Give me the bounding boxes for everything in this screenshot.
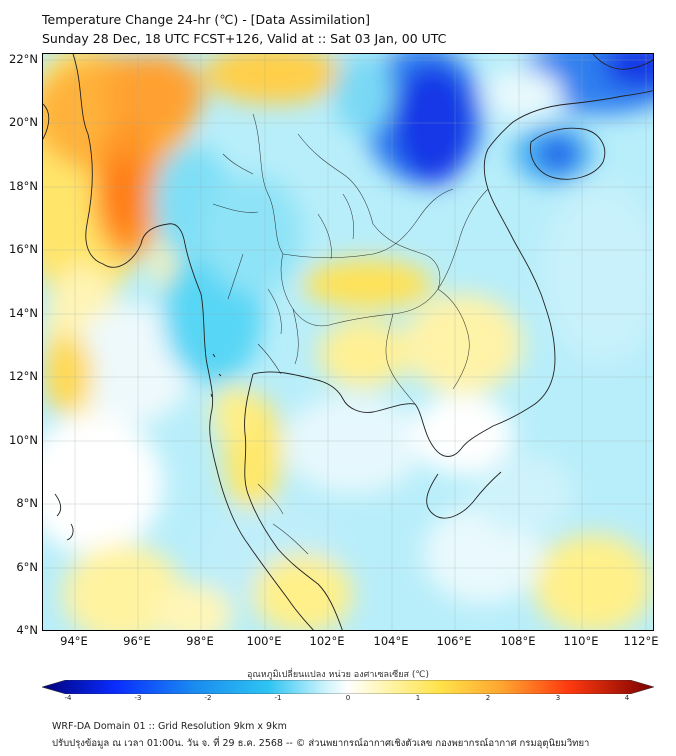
lon-label: 104°E (373, 634, 409, 648)
lon-label: 98°E (186, 634, 214, 648)
colorbar-tick: -1 (274, 694, 282, 702)
lon-label: 102°E (309, 634, 345, 648)
borders (212, 113, 489, 555)
temperature-change-map (42, 53, 654, 631)
lat-label: 8°N (16, 496, 38, 510)
colorbar-tick: 3 (555, 694, 561, 702)
colorbar-tick: -4 (64, 694, 72, 702)
colorbar-tick: 0 (345, 694, 351, 702)
lat-label: 10°N (9, 433, 38, 447)
lon-label: 112°E (623, 634, 659, 648)
lat-label: 14°N (9, 306, 38, 320)
map-svg (43, 54, 653, 630)
lat-label: 22°N (9, 52, 38, 66)
lon-label: 96°E (123, 634, 151, 648)
footer-model-info: WRF-DA Domain 01 :: Grid Resolution 9km … (52, 721, 287, 732)
chart-subtitle: Sunday 28 Dec, 18 UTC FCST+126, Valid at… (42, 31, 447, 46)
temperature-field (43, 54, 653, 630)
colorbar-tick: -2 (204, 694, 212, 702)
lat-label: 12°N (9, 369, 38, 383)
lat-label: 20°N (9, 115, 38, 129)
lon-label: 100°E (246, 634, 282, 648)
chart-title: Temperature Change 24-hr (℃) - [Data Ass… (42, 12, 371, 27)
lat-label: 6°N (16, 560, 38, 574)
colorbar-title: อุณหภูมิเปลี่ยนแปลง หน่วย องศาเซลเซียส (… (246, 670, 430, 680)
lon-label: 110°E (563, 634, 599, 648)
coastlines (43, 54, 653, 630)
graticule (43, 54, 653, 630)
lat-label: 4°N (16, 623, 38, 637)
lat-label: 18°N (9, 179, 38, 193)
lon-label: 108°E (500, 634, 536, 648)
colorbar-tick: -3 (134, 694, 142, 702)
lat-label: 16°N (9, 242, 38, 256)
lon-label: 106°E (436, 634, 472, 648)
colorbar-tick: 4 (624, 694, 630, 702)
colorbar-tick: 2 (485, 694, 491, 702)
colorbar (42, 680, 654, 694)
lon-label: 94°E (60, 634, 88, 648)
footer-update-info: ปรับปรุงข้อมูล ณ เวลา 01:00น. วัน จ. ที่… (52, 738, 590, 749)
colorbar-tick: 1 (415, 694, 421, 702)
